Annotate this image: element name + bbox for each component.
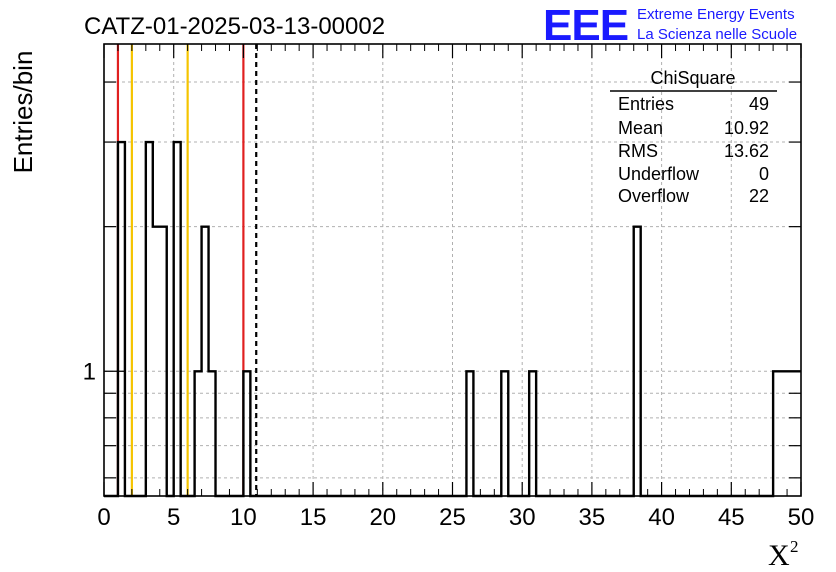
x-tick-labels: 0 5 10 15 20 25 30 35 40 45 50: [97, 504, 814, 531]
grid: [104, 44, 801, 496]
x-tick-label: 30: [509, 504, 536, 531]
stats-value-underflow: 0: [759, 164, 769, 184]
logo-line1: Extreme Energy Events: [637, 6, 795, 23]
reference-lines: [116, 44, 258, 496]
stats-value-overflow: 22: [749, 186, 769, 206]
x-tick-label: 25: [439, 504, 466, 531]
stats-title: ChiSquare: [650, 68, 735, 88]
x-tick-label: 50: [788, 504, 815, 531]
logo-mark: EEE: [543, 1, 628, 50]
stats-label-entries: Entries: [618, 94, 674, 114]
stats-value-entries: 49: [749, 94, 769, 114]
y-tick-label: 1: [83, 358, 96, 385]
x-tick-label: 35: [579, 504, 606, 531]
stats-box: ChiSquare Entries 49 Mean 10.92 RMS 13.6…: [610, 68, 777, 206]
stats-value-rms: 13.62: [724, 141, 769, 161]
x-tick-label: 15: [300, 504, 327, 531]
stats-label-underflow: Underflow: [618, 164, 700, 184]
stats-label-rms: RMS: [618, 141, 658, 161]
x-axis-label-superscript: 2: [790, 537, 799, 556]
axis-ticks: [103, 44, 802, 496]
stats-label-mean: Mean: [618, 118, 663, 138]
x-tick-label: 20: [369, 504, 396, 531]
x-tick-label: 5: [167, 504, 180, 531]
y-axis-label: Entries/bin: [8, 51, 38, 174]
chart-title: CATZ-01-2025-03-13-00002: [84, 13, 385, 40]
x-axis-label-main: X: [768, 539, 790, 572]
x-tick-label: 45: [718, 504, 745, 531]
eee-logo: EEE Extreme Energy Events La Scienza nel…: [543, 1, 797, 50]
y-tick-labels: 1: [83, 358, 96, 385]
stats-label-overflow: Overflow: [618, 186, 690, 206]
x-tick-label: 40: [648, 504, 675, 531]
x-tick-label: 10: [230, 504, 257, 531]
logo-line2: La Scienza nelle Scuole: [637, 26, 797, 43]
x-axis-label: X 2: [768, 537, 799, 572]
x-tick-label: 0: [97, 504, 110, 531]
stats-value-mean: 10.92: [724, 118, 769, 138]
